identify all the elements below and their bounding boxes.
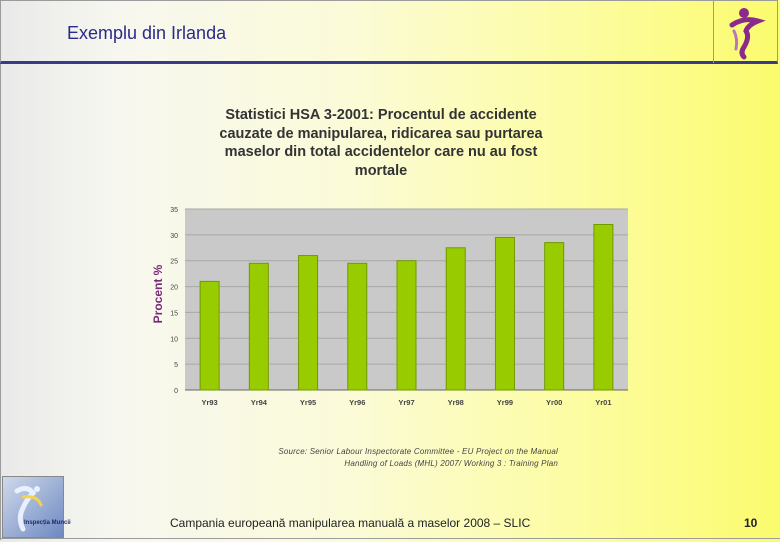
bar: [298, 255, 319, 391]
bar: [248, 262, 269, 391]
y-tick-label: 5: [174, 362, 178, 369]
bottom-logo-label: Inspecția Muncii: [24, 520, 71, 526]
source-note: Source: Senior Labour Inspectorate Commi…: [200, 446, 558, 470]
y-tick-label: 0: [174, 388, 178, 395]
chart-title-line: maselor din total accidentelor care nu a…: [224, 144, 538, 160]
bar: [445, 247, 466, 391]
x-tick-label: Yr96: [349, 398, 365, 407]
x-tick-label: Yr99: [497, 398, 513, 407]
slide-title: Exemplu din Irlanda: [67, 23, 227, 43]
bar: [347, 262, 368, 391]
bar: [544, 242, 565, 391]
bar: [199, 280, 220, 391]
y-tick-label: 10: [170, 336, 178, 343]
page-number: 10: [744, 516, 758, 530]
slide-header: Exemplu din Irlanda: [0, 0, 778, 64]
chart-title-line: Statistici HSA 3-2001: Procentul de acci…: [225, 107, 537, 123]
figure-logo-icon: [729, 8, 766, 60]
footer-text: Campania europeană manipularea manuală a…: [170, 516, 531, 530]
x-tick-label: Yr00: [546, 398, 562, 407]
x-tick-label: Yr97: [398, 398, 414, 407]
x-tick-label: Yr01: [595, 398, 611, 407]
header-logo: [713, 1, 779, 63]
x-tick-label: Yr94: [251, 398, 268, 407]
inspectia-muncii-logo: [2, 476, 64, 538]
y-tick-label: 25: [170, 259, 178, 266]
source-line: Source: Senior Labour Inspectorate Commi…: [278, 447, 558, 456]
inspectia-logo-icon: [14, 485, 43, 532]
chart-title-line: cauzate de manipularea, ridicarea sau pu…: [219, 125, 543, 142]
y-tick-label: 35: [170, 207, 178, 214]
left-border: [0, 64, 1, 540]
x-tick-label: Yr95: [300, 398, 316, 407]
bar: [593, 224, 614, 391]
y-tick-label: 20: [170, 285, 178, 292]
bar: [494, 236, 515, 391]
x-tick-label: Yr98: [448, 398, 464, 407]
source-line: Handling of Loads (MHL) 2007/ Working 3 …: [344, 459, 558, 468]
bar: [396, 260, 417, 391]
x-tick-label: Yr93: [201, 398, 217, 407]
y-tick-label: 30: [170, 233, 178, 240]
plot-area: [185, 209, 628, 390]
chart-title: Statistici HSA 3-2001: Procentul de acci…: [200, 106, 562, 180]
chart-ylabel: Procent %: [151, 264, 165, 324]
chart-title-line: mortale: [354, 162, 408, 179]
bottom-border: [0, 538, 780, 539]
y-tick-label: 15: [170, 310, 178, 317]
